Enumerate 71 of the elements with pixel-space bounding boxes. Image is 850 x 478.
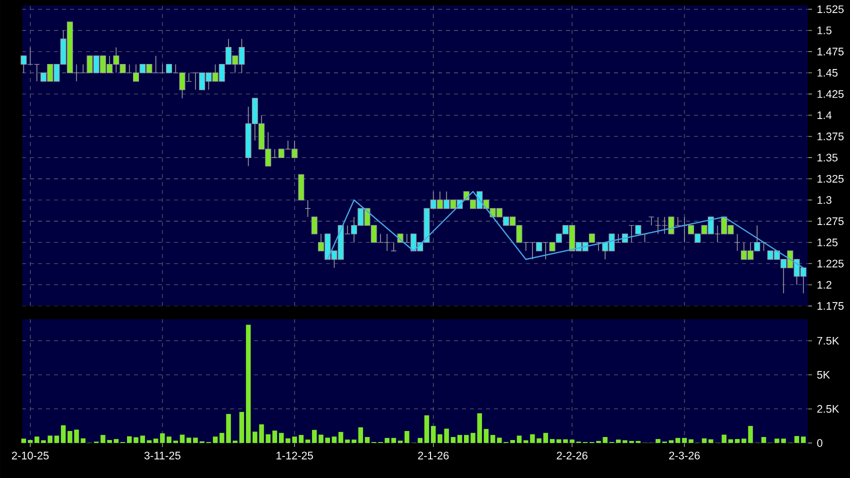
y-tick-label: 2.5K (817, 405, 840, 413)
bar (332, 436, 337, 443)
y-tick-label: 7.5K (817, 336, 840, 345)
bar (278, 432, 284, 443)
bar (550, 439, 555, 443)
x-tick-label: 1-12-25 (276, 452, 313, 460)
bar (153, 438, 158, 443)
bar (516, 436, 522, 443)
bar (391, 438, 396, 443)
y-tick-label: 1.375 (818, 132, 844, 140)
bar (457, 434, 462, 443)
bar (484, 428, 489, 443)
bar (80, 438, 86, 443)
bar (708, 439, 714, 443)
y-tick-label: 1.4 (818, 111, 832, 119)
candlestick (734, 234, 740, 252)
bar (180, 434, 185, 443)
bar (212, 436, 218, 443)
y-tick-label: 1.2 (818, 280, 832, 289)
candlestick (304, 200, 311, 218)
x-tick-label: 2-3-26 (669, 452, 700, 460)
y-tick-label: 1.275 (818, 217, 844, 226)
y-tick-label: 1.35 (818, 154, 838, 162)
bar (364, 436, 370, 443)
bar (702, 438, 707, 443)
y-tick-label: 1.45 (818, 69, 838, 77)
bar (338, 432, 344, 443)
bar (800, 436, 806, 443)
bar (450, 436, 456, 443)
bar (543, 432, 548, 443)
y-tick-label: 5K (817, 371, 830, 379)
bar (28, 440, 33, 443)
x-tick-label: 2-10-25 (12, 452, 49, 460)
y-tick-label: 0 (817, 439, 822, 447)
y-tick-label: 1.175 (818, 302, 844, 310)
bar (114, 439, 119, 443)
y-tick-label: 1.325 (818, 174, 844, 183)
y-tick-label: 1.475 (818, 48, 844, 56)
bar (794, 436, 800, 443)
y-tick-label: 1.3 (818, 196, 832, 204)
bar (246, 324, 251, 443)
bar (510, 440, 516, 443)
bar (60, 425, 66, 443)
bar (430, 426, 436, 443)
bar (298, 434, 304, 443)
bar (616, 440, 621, 443)
bar (490, 434, 496, 443)
bar (186, 438, 192, 443)
candlestick (311, 216, 318, 234)
bar (734, 439, 740, 443)
x-tick-label: 3-11-25 (144, 452, 180, 460)
bar (272, 430, 278, 443)
y-tick-label: 1.525 (818, 5, 844, 14)
bar (358, 427, 364, 443)
bar (21, 438, 26, 443)
bar (728, 439, 734, 443)
bar (424, 415, 430, 443)
bar (761, 436, 766, 443)
y-tick-label: 1.425 (818, 90, 844, 98)
y-tick-label: 1.225 (818, 260, 844, 268)
x-tick-label: 2-2-26 (556, 452, 588, 460)
bar (266, 434, 271, 443)
bar (239, 412, 244, 443)
candlestick (648, 216, 654, 226)
bar (54, 436, 60, 443)
y-tick-label: 1.25 (818, 238, 838, 246)
bar (675, 438, 680, 443)
bar (602, 436, 608, 443)
bar (305, 440, 310, 443)
y-tick-label: 1.5 (818, 26, 832, 34)
x-tick-label: 2-1-26 (418, 452, 449, 460)
